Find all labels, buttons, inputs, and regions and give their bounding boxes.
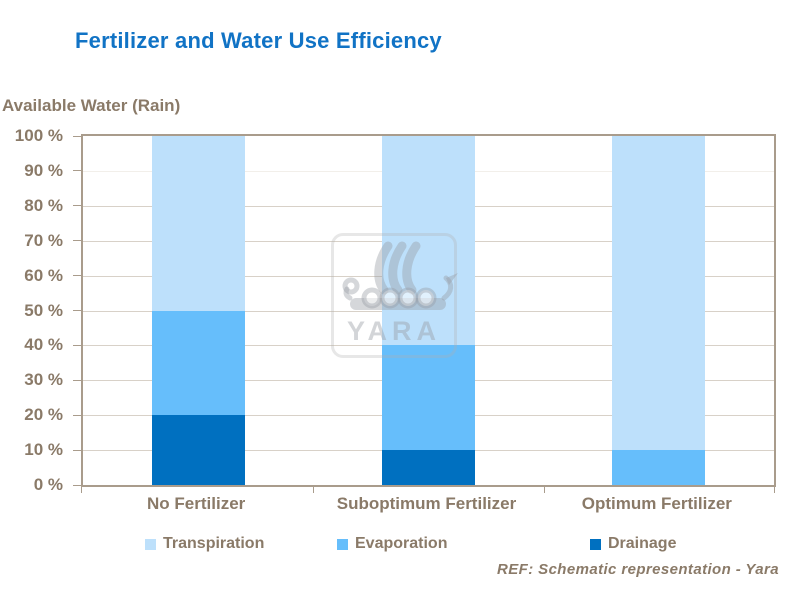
x-tick-1 [313, 487, 315, 493]
y-tick-100 [73, 135, 81, 137]
legend-item-evaporation: Evaporation [337, 535, 447, 553]
y-axis-label: Available Water (Rain) [2, 96, 181, 115]
y-tick-label-50: 50 % [24, 300, 63, 320]
y-tick-70 [73, 240, 81, 242]
y-tick-label-80: 80 % [24, 195, 63, 215]
plot-area [81, 134, 776, 487]
y-tick-90 [73, 170, 81, 172]
reference-note: REF: Schematic representation - Yara [497, 561, 779, 578]
y-tick-40 [73, 344, 81, 346]
y-tick-label-20: 20 % [24, 405, 63, 425]
segment-transpiration-1 [151, 136, 245, 311]
x-tick-0 [81, 487, 82, 493]
y-tick-label-90: 90 % [24, 160, 63, 180]
bar-no-fertilizer [151, 136, 245, 485]
segment-drainage-2 [382, 450, 475, 485]
legend-label-evaporation: Evaporation [355, 535, 448, 552]
chart-title: Fertilizer and Water Use Efficiency [75, 28, 442, 53]
x-label-3: Optimum Fertilizer [581, 494, 732, 513]
segment-transpiration-2 [382, 136, 475, 346]
legend-item-transpiration: Transpiration [145, 535, 264, 553]
y-tick-50 [73, 310, 81, 311]
x-label-1: No Fertilizer [147, 494, 246, 513]
bar-suboptimum-fertilizer [382, 136, 475, 485]
y-tick-label-30: 30 % [24, 370, 63, 390]
y-tick-label-100: 100 % [14, 126, 63, 145]
y-tick-60 [73, 275, 81, 277]
segment-evaporation-1 [151, 310, 245, 416]
y-tick-label-60: 60 % [24, 265, 63, 285]
segment-transpiration-3 [612, 136, 706, 451]
legend-swatch-transpiration [145, 538, 156, 550]
legend-label-transpiration: Transpiration [163, 535, 265, 552]
y-tick-30 [73, 379, 81, 381]
segment-evaporation-2 [382, 345, 475, 451]
y-tick-0 [73, 484, 81, 486]
y-tick-10 [73, 449, 81, 451]
y-tick-label-70: 70 % [24, 230, 63, 250]
x-label-2: Suboptimum Fertilizer [336, 494, 517, 513]
bar-optimum-fertilizer [612, 136, 706, 485]
y-tick-label-40: 40 % [24, 335, 63, 355]
legend-swatch-evaporation [337, 538, 348, 550]
y-tick-80 [73, 205, 81, 207]
y-tick-label-10: 10 % [24, 440, 63, 460]
y-tick-label-0: 0 % [33, 475, 63, 494]
y-tick-20 [73, 414, 81, 416]
legend-label-drainage: Drainage [608, 535, 677, 552]
legend-item-drainage: Drainage [590, 535, 676, 553]
x-tick-2 [543, 487, 545, 493]
legend-swatch-drainage [590, 538, 601, 550]
x-tick-3 [774, 487, 775, 493]
segment-evaporation-3 [612, 450, 706, 485]
segment-drainage-1 [151, 415, 245, 485]
